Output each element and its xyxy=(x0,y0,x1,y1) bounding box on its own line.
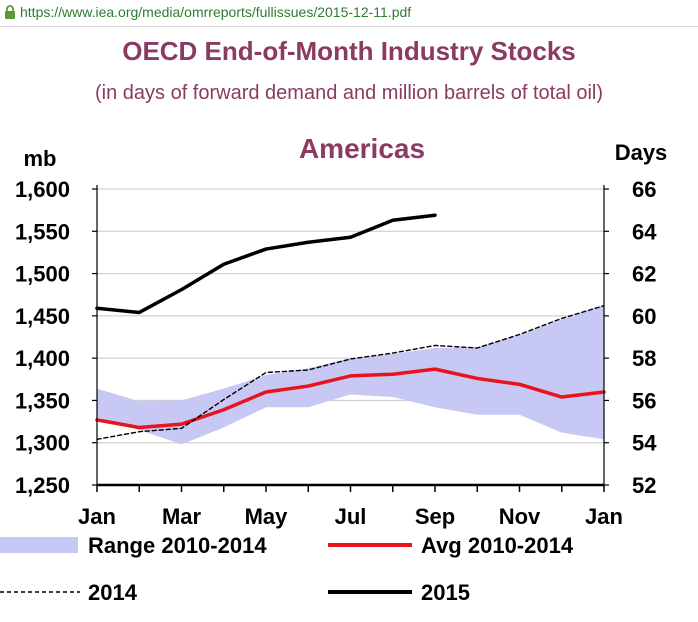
x-tick-label: May xyxy=(245,504,289,529)
y-tick-label-right: 66 xyxy=(632,177,656,202)
stocks-chart: Americas mb Days 1,250 1,300 1,350 1,400 1,450 1… xyxy=(0,133,668,605)
y-axis-right-title: Days xyxy=(615,140,668,165)
y-axis-left-title: mb xyxy=(24,146,57,171)
y-tick-label-left: 1,400 xyxy=(15,346,70,371)
x-tick-label: Jan xyxy=(78,504,116,529)
y-tick-label-right: 54 xyxy=(632,431,657,456)
x-tick-label: Jul xyxy=(335,504,367,529)
y-tick-label-left: 1,300 xyxy=(15,431,70,456)
legend-label-2014: 2014 xyxy=(88,580,138,605)
chart-title: OECD End-of-Month Industry Stocks xyxy=(122,36,576,66)
y-tick-label-left: 1,500 xyxy=(15,262,70,287)
x-tick-label: Jan xyxy=(585,504,623,529)
panel-title: Americas xyxy=(299,133,425,164)
legend-label-range: Range 2010-2014 xyxy=(88,533,267,558)
y-tick-label-left: 1,350 xyxy=(15,388,70,413)
chart-subtitle: (in days of forward demand and million b… xyxy=(94,82,604,104)
y-tick-label-right: 64 xyxy=(632,219,657,244)
y-tick-label-right: 52 xyxy=(632,473,656,498)
series-line-avg-2010-2014 xyxy=(95,367,606,430)
y-tick-label-left: 1,450 xyxy=(15,304,70,329)
browser-address-bar[interactable]: https://www.iea.org/media/omrreports/ful… xyxy=(0,0,698,27)
y-tick-label-left: 1,250 xyxy=(15,473,70,498)
y-tick-label-right: 58 xyxy=(632,346,656,371)
x-tick-label: Sep xyxy=(415,504,455,529)
legend-label-2015: 2015 xyxy=(421,580,470,605)
series-line-2014 xyxy=(96,305,605,441)
y-tick-label-left: 1,600 xyxy=(15,177,70,202)
x-tick-label: Mar xyxy=(162,504,202,529)
y-tick-label-left: 1,550 xyxy=(15,219,70,244)
legend-label-avg: Avg 2010-2014 xyxy=(421,533,574,558)
legend-swatch-range xyxy=(0,537,78,553)
lock-icon xyxy=(5,5,15,19)
x-tick-label: Nov xyxy=(499,504,541,529)
series-line-2015 xyxy=(95,213,437,315)
y-tick-label-right: 62 xyxy=(632,262,656,287)
y-tick-label-right: 60 xyxy=(632,304,656,329)
y-tick-label-right: 56 xyxy=(632,388,656,413)
address-url[interactable]: https://www.iea.org/media/omrreports/ful… xyxy=(20,4,412,20)
